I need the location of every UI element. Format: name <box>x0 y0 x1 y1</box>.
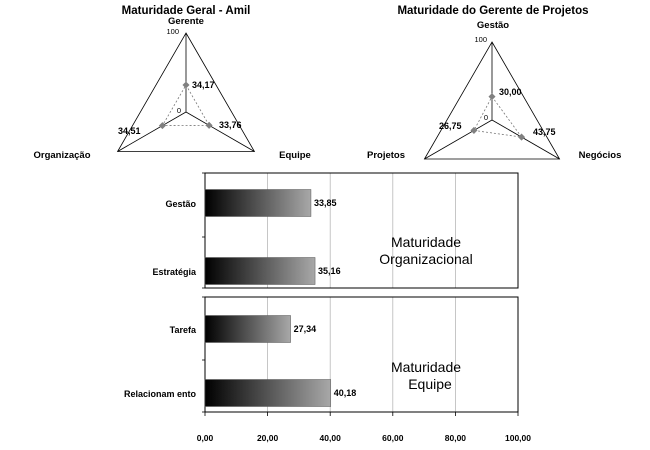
radar-chart-manager: Maturidade do Gerente de Projetos 100 0 … <box>367 5 621 161</box>
radar-general-spoke-2 <box>185 111 255 152</box>
radar-general-outline <box>116 32 256 152</box>
annotation-team-line2: Equipe <box>408 376 452 392</box>
annotation-team-line1: Maturidade <box>391 359 461 375</box>
bar-panel-organizational <box>204 172 519 289</box>
radar-general-axis-organizacao: Organização <box>33 150 90 161</box>
radar-manager-title: Maturidade do Gerente de Projetos <box>397 5 588 17</box>
radar-manager-tick-max: 100 <box>474 35 487 44</box>
bar-chart-x-axis: 0,00 20,00 40,00 60,00 80,00 100,00 <box>197 411 531 443</box>
x-tick-label: 20,00 <box>257 433 279 443</box>
x-tick-label: 0,00 <box>197 433 214 443</box>
radar-manager-axis-negocios: Negócios <box>579 150 622 161</box>
radar-manager-series-line <box>473 95 523 138</box>
radar-general-value-organizacao: 34,51 <box>118 126 141 136</box>
radar-manager-axis-projetos: Projetos <box>367 150 405 161</box>
radar-general-axis-equipe: Equipe <box>279 150 311 161</box>
radar-manager-outline <box>423 41 561 160</box>
category-label: Relacionam ento <box>124 389 197 399</box>
radar-manager-value-gestao: 30,00 <box>499 87 522 97</box>
category-label: Tarefa <box>170 325 197 335</box>
x-tick-label: 100,00 <box>505 433 531 443</box>
radar-manager-point-3 <box>470 126 478 134</box>
radar-manager-axis-gestao: Gestão <box>477 20 509 31</box>
bar-1-0 <box>204 315 291 343</box>
radar-general-tick-zero: 0 <box>177 106 181 115</box>
radar-manager-value-projetos: 26,75 <box>439 121 462 131</box>
radar-manager-plot <box>423 41 561 160</box>
radar-general-point-3 <box>158 122 166 130</box>
radar-general-point-1 <box>182 81 190 89</box>
bar-value-label: 27,34 <box>294 324 317 334</box>
radar-chart-general: Maturidade Geral - Amil 100 0 Gerente Eq… <box>33 5 310 161</box>
category-label: Gestão <box>165 199 196 209</box>
radar-general-title: Maturidade Geral - Amil <box>122 5 251 17</box>
category-label: Estratégia <box>152 267 197 277</box>
radar-general-plot <box>116 32 256 152</box>
bar-0-0 <box>204 189 312 217</box>
radar-general-axis-gerente: Gerente <box>168 16 204 27</box>
radar-general-tick-max: 100 <box>166 27 179 36</box>
radar-general-series-line <box>161 84 210 127</box>
bar-value-label: 40,18 <box>334 388 357 398</box>
radar-general-value-equipe: 33,76 <box>219 120 242 130</box>
x-tick-label: 60,00 <box>382 433 404 443</box>
bar-value-label: 35,16 <box>318 266 341 276</box>
radar-manager-point-1 <box>488 93 496 101</box>
bar-0-1 <box>204 257 316 285</box>
radar-manager-tick-zero: 0 <box>484 113 488 122</box>
radar-general-point-2 <box>205 121 213 129</box>
x-tick-label: 80,00 <box>445 433 467 443</box>
radar-general-spoke-3 <box>117 111 187 152</box>
annotation-org-line2: Organizacional <box>379 251 472 267</box>
bar-chart-bars: 33,85 Gestão 35,16 Estratégia 27,34 Tarefa 40,… <box>124 189 357 407</box>
annotation-org-line1: Maturidade <box>391 234 461 250</box>
radar-manager-value-negocios: 43,75 <box>533 127 556 137</box>
x-tick-label: 40,00 <box>320 433 342 443</box>
bar-1-1 <box>204 379 332 407</box>
radar-manager-spoke-2 <box>491 119 560 160</box>
radar-general-value-gerente: 34,17 <box>192 80 215 90</box>
bar-chart: 33,85 Gestão 35,16 Estratégia 27,34 Tarefa 40,… <box>124 172 531 443</box>
radar-manager-point-2 <box>518 133 526 141</box>
radar-manager-spoke-3 <box>424 119 493 160</box>
bar-value-label: 33,85 <box>314 198 337 208</box>
